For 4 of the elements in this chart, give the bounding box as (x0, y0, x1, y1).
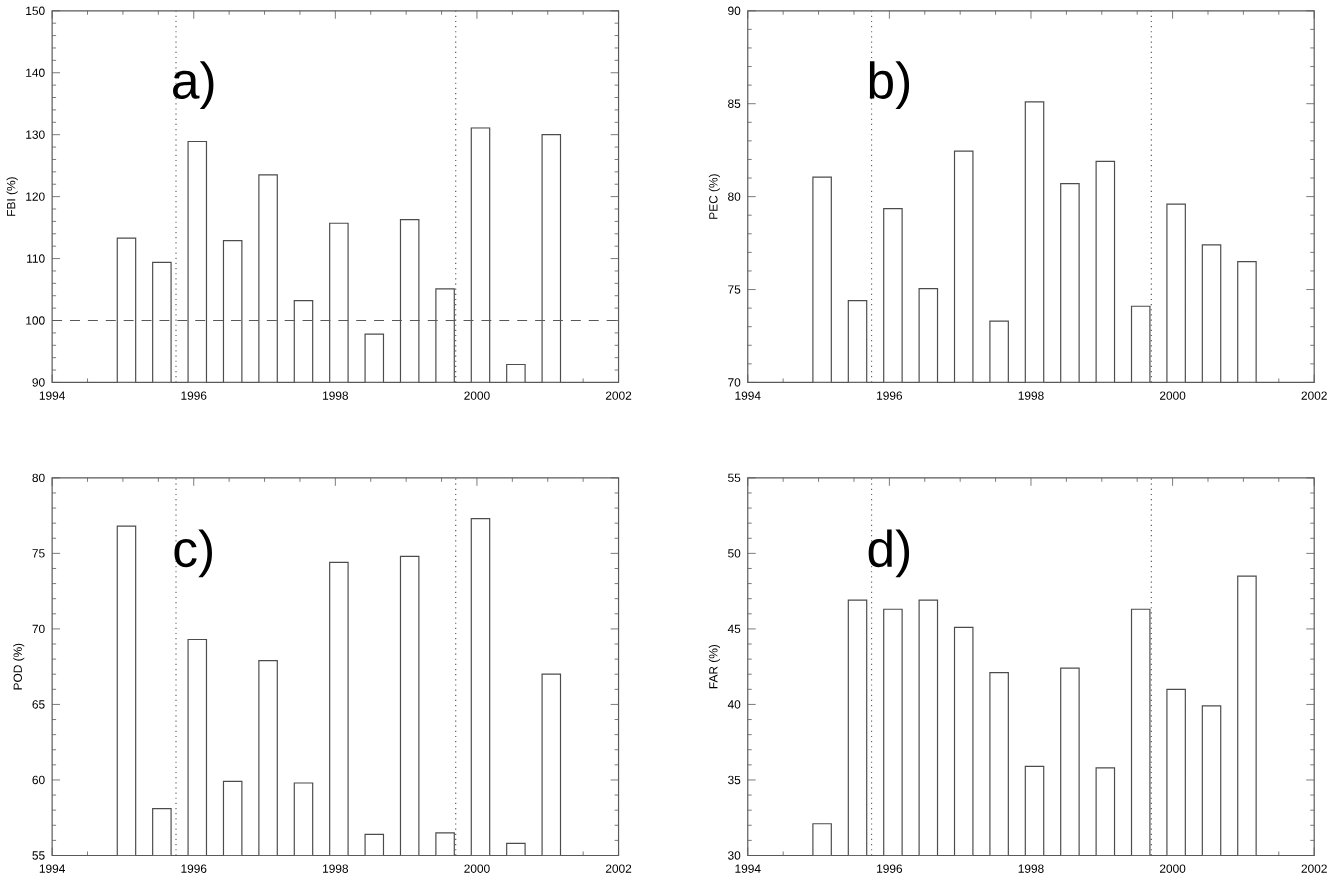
annotation: b) (869, 61, 910, 110)
annotation: a) (173, 61, 214, 110)
annotation: d) (868, 529, 910, 578)
annotation: c) (174, 529, 212, 578)
